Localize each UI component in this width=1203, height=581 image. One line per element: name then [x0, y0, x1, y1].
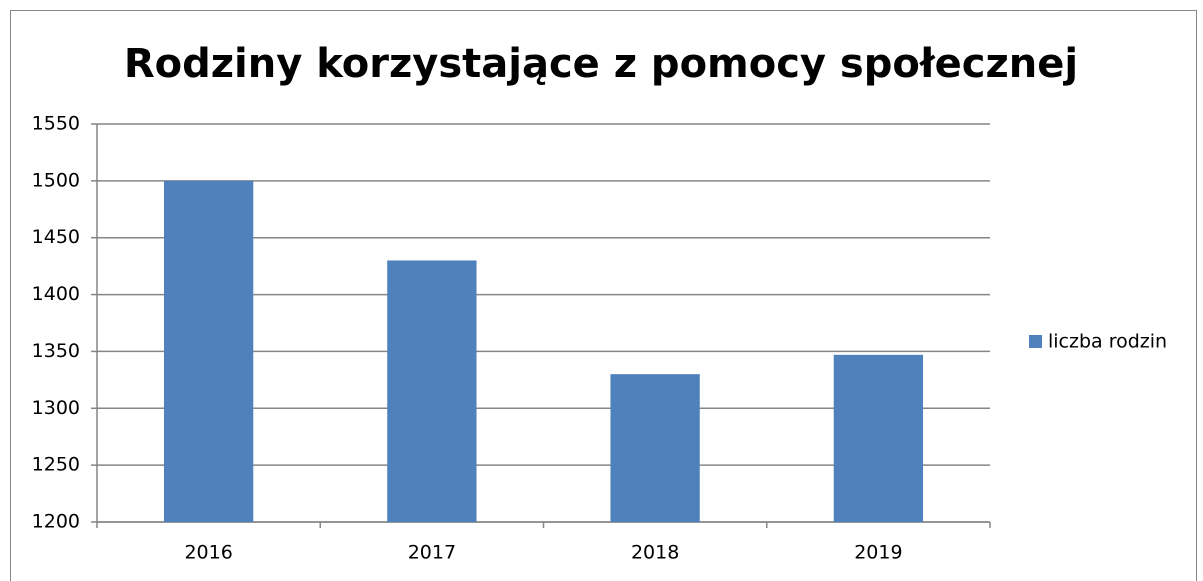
bar: [387, 260, 477, 522]
x-tick-label: 2019: [854, 542, 902, 564]
x-tick-label: 2018: [631, 542, 679, 564]
y-tick-label: 1550: [32, 113, 80, 135]
legend-label: liczba rodzin: [1048, 331, 1167, 353]
x-tick-label: 2017: [408, 542, 456, 564]
y-tick-label: 1350: [32, 340, 80, 362]
bar: [163, 180, 254, 522]
legend: liczba rodzin: [1029, 331, 1167, 353]
y-tick-label: 1200: [32, 511, 80, 533]
chart-title: Rodziny korzystające z pomocy społecznej: [124, 41, 1078, 87]
y-tick-label: 1250: [32, 454, 80, 476]
x-tick-label: 2016: [184, 542, 232, 564]
y-tick-label: 1400: [32, 283, 80, 305]
bar: [610, 374, 700, 522]
y-tick-label: 1300: [32, 397, 80, 419]
bar: [833, 354, 924, 522]
y-tick-label: 1500: [32, 169, 80, 191]
legend-swatch: [1029, 335, 1042, 348]
y-tick-label: 1450: [32, 226, 80, 248]
